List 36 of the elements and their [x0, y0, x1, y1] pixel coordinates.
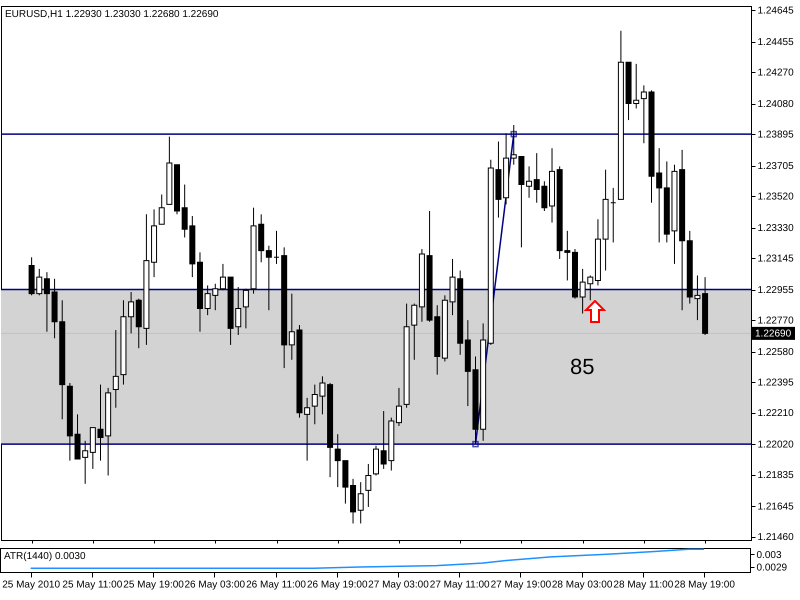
y-tick-label: 1.22210	[758, 408, 794, 420]
y-tick-label: 1.24455	[758, 37, 794, 48]
x-tick-label: 25 May 19:00	[123, 580, 184, 590]
y-tick-label: 1.23330	[758, 223, 794, 234]
y-tick-label: 1.21645	[758, 502, 794, 513]
y-tick-label: 1.24270	[758, 68, 794, 79]
chart-title: ATR(1440) 0.0030	[4, 551, 86, 562]
x-tick-label: 25 May 11:00	[62, 580, 123, 590]
x-tick-label: 27 May 03:00	[368, 580, 430, 590]
x-tick-label: 25 May 2010	[2, 580, 60, 590]
ref-line-label: 1.22690	[755, 328, 792, 340]
y-tick-label: 1.21460	[758, 532, 794, 544]
y-tick-label: 1.23520	[758, 192, 794, 203]
y-tick-label: 1.23705	[758, 161, 794, 172]
y-tick-label: 1.21835	[758, 470, 794, 482]
y-tick-label: 0.003	[756, 550, 782, 561]
y-tick-label: 1.22580	[758, 347, 794, 358]
y-tick-label: 0.0029	[756, 562, 788, 574]
y-tick-label: 1.24080	[758, 99, 794, 110]
y-tick-label: 1.22020	[758, 440, 794, 451]
y-tick-label: 1.23145	[758, 254, 794, 265]
x-tick-label: 28 May 03:00	[552, 580, 613, 590]
x-tick-label: 26 May 19:00	[306, 580, 368, 590]
chart-title: EURUSD,H1 1.22930 1.23030 1.22680 1.22690	[5, 9, 219, 20]
x-tick-label: 28 May 19:00	[674, 580, 736, 590]
x-tick-label: 26 May 03:00	[184, 580, 246, 590]
y-tick-label: 1.22770	[758, 316, 794, 327]
x-tick-label: 27 May 19:00	[490, 580, 552, 590]
band-label: 85	[570, 354, 594, 379]
x-tick-label: 27 May 11:00	[430, 580, 490, 590]
y-tick-label: 1.22955	[758, 285, 794, 296]
y-tick-label: 1.23895	[758, 130, 794, 141]
x-tick-label: 26 May 11:00	[246, 580, 306, 590]
y-tick-label: 1.22395	[758, 378, 794, 389]
x-tick-label: 28 May 11:00	[613, 580, 674, 590]
y-tick-label: 1.24645	[758, 6, 794, 17]
